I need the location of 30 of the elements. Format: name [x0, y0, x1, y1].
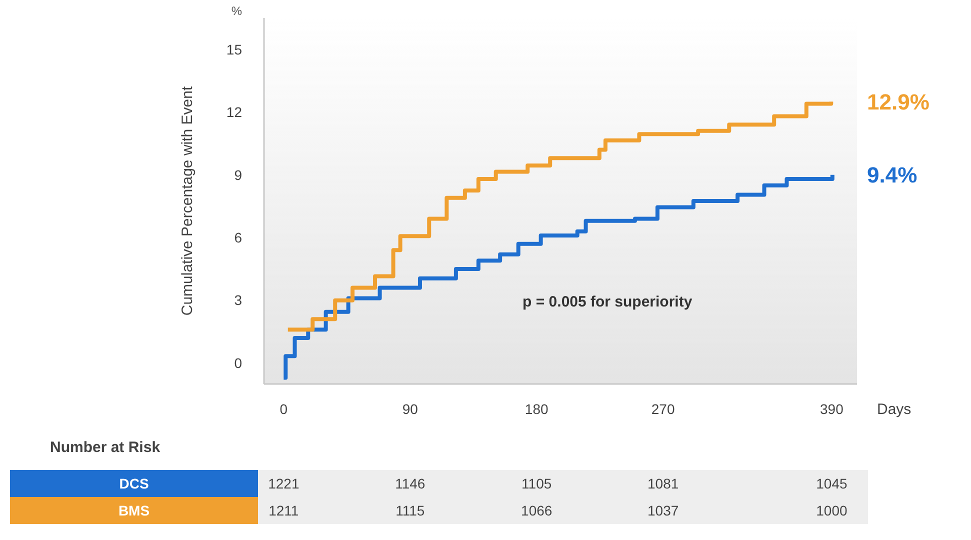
x-tick-label: 180	[524, 401, 549, 417]
text: 1221	[268, 475, 300, 492]
x-tick-label: 390	[820, 401, 844, 417]
x-tick-label: 270	[651, 401, 675, 417]
y-tick-label: 3	[234, 292, 242, 308]
annotation: p = 0.005 for superiority	[522, 294, 693, 311]
text: 1066	[521, 502, 552, 518]
y-tick-label: 0	[234, 354, 242, 371]
y-tick-label: 9	[234, 166, 242, 183]
y-tick-label: 15	[226, 41, 242, 58]
x-tick-label: 90	[402, 401, 418, 417]
text: 1115	[396, 502, 425, 518]
text: 1105	[522, 475, 552, 492]
x-tick-label: 0	[280, 401, 288, 417]
text: 1081	[648, 475, 679, 492]
x-axis-title: Days	[877, 401, 912, 418]
text: 1211	[268, 502, 299, 518]
y-tick-label: 12	[226, 104, 242, 120]
text: 1037	[648, 502, 679, 518]
text: BMS	[118, 502, 150, 518]
text: 1000	[816, 502, 848, 518]
y-tick-label: 6	[234, 230, 242, 246]
text: 1045	[816, 475, 848, 492]
text: DCS	[119, 475, 149, 492]
y-axis-title: Cumulative Percentage with Event	[179, 86, 196, 316]
text: 12.9%	[867, 89, 930, 114]
text: %	[231, 4, 242, 18]
text: 1146	[395, 475, 426, 492]
text: Number at Risk	[50, 439, 161, 456]
text: 9.4%	[867, 162, 918, 188]
